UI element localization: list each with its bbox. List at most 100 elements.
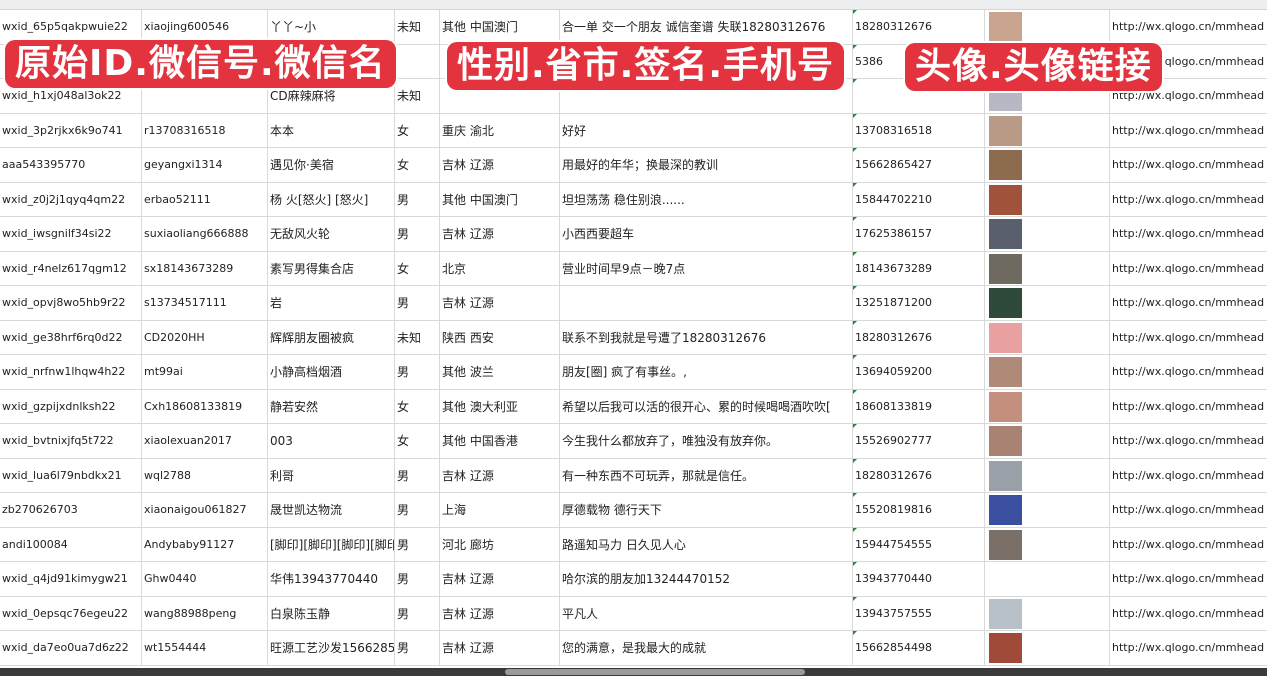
cell-region[interactable]: 其他 中国香港 bbox=[440, 424, 560, 458]
cell-region[interactable]: 吉林 辽源 bbox=[440, 286, 560, 320]
cell-phone[interactable]: 15520819816 bbox=[853, 493, 985, 527]
cell-avatar[interactable] bbox=[985, 596, 1110, 630]
cell-avatar[interactable] bbox=[985, 320, 1110, 354]
cell-phone[interactable]: 15662854498 bbox=[853, 631, 985, 665]
cell-avatar[interactable] bbox=[985, 527, 1110, 561]
cell-original-id[interactable]: wxid_3p2rjkx6k9o741 bbox=[0, 113, 142, 147]
cell-region[interactable]: 上海 bbox=[440, 493, 560, 527]
cell-gender[interactable]: 男 bbox=[395, 355, 440, 389]
cell-avatar[interactable] bbox=[985, 148, 1110, 182]
cell-avatar-url[interactable]: http://wx.qlogo.cn/mmhead bbox=[1112, 227, 1265, 240]
cell-gender[interactable]: 未知 bbox=[395, 10, 440, 44]
cell-wechat-name[interactable]: 杨 火[怒火] [怒火] bbox=[268, 182, 395, 216]
cell-wechat-id[interactable]: r13708316518 bbox=[142, 113, 268, 147]
cell-signature[interactable]: 希望以后我可以活的很开心、累的时候喝喝酒吹吹[ bbox=[560, 389, 853, 423]
cell-avatar[interactable] bbox=[985, 113, 1110, 147]
horizontal-scrollbar[interactable] bbox=[505, 669, 805, 675]
cell-wechat-id[interactable]: wang88988peng bbox=[142, 596, 268, 630]
cell-avatar[interactable] bbox=[985, 562, 1110, 596]
cell-phone[interactable]: 13708316518 bbox=[853, 113, 985, 147]
cell-gender[interactable]: 女 bbox=[395, 424, 440, 458]
cell-region[interactable]: 吉林 辽源 bbox=[440, 458, 560, 492]
cell-signature[interactable]: 路遥知马力 日久见人心 bbox=[560, 527, 853, 561]
cell-gender[interactable]: 男 bbox=[395, 527, 440, 561]
cell-region[interactable]: 吉林 辽源 bbox=[440, 631, 560, 665]
cell-wechat-name[interactable]: 白泉陈玉静 bbox=[268, 596, 395, 630]
cell-gender[interactable]: 男 bbox=[395, 596, 440, 630]
cell-original-id[interactable]: wxid_0epsqc76egeu22 bbox=[0, 596, 142, 630]
cell-region[interactable]: 吉林 辽源 bbox=[440, 562, 560, 596]
cell-wechat-name[interactable]: 晟世凯达物流 bbox=[268, 493, 395, 527]
cell-wechat-name[interactable]: 素写男得集合店 bbox=[268, 251, 395, 285]
cell-avatar-url[interactable]: http://wx.qlogo.cn/mmhead bbox=[1112, 330, 1265, 344]
cell-wechat-id[interactable]: xiaolexuan2017 bbox=[142, 424, 268, 458]
cell-original-id[interactable]: wxid_z0j2j1qyq4qm22 bbox=[0, 182, 142, 216]
cell-original-id[interactable]: andi100084 bbox=[0, 527, 142, 561]
cell-phone[interactable]: 18608133819 bbox=[853, 389, 985, 423]
cell-gender[interactable]: 男 bbox=[395, 182, 440, 216]
cell-original-id[interactable]: wxid_nrfnw1lhqw4h22 bbox=[0, 355, 142, 389]
cell-signature[interactable]: 好好 bbox=[560, 113, 853, 147]
cell-gender[interactable]: 男 bbox=[395, 286, 440, 320]
cell-avatar-url[interactable]: http://wx.qlogo.cn/mmhead bbox=[1112, 606, 1265, 620]
cell-signature[interactable]: 用最好的年华；换最深的教训 bbox=[560, 148, 853, 182]
cell-region[interactable]: 吉林 辽源 bbox=[440, 148, 560, 182]
cell-signature[interactable]: 今生我什么都放弃了，唯独没有放弃你。 bbox=[560, 424, 853, 458]
cell-gender[interactable]: 女 bbox=[395, 113, 440, 147]
cell-gender[interactable]: 男 bbox=[395, 458, 440, 492]
cell-signature[interactable]: 营业时间早9点－晚7点 bbox=[560, 251, 853, 285]
cell-region[interactable]: 陕西 西安 bbox=[440, 320, 560, 354]
cell-wechat-id[interactable]: wt1554444 bbox=[142, 631, 268, 665]
cell-signature[interactable]: 合一单 交一个朋友 诚信奎谱 失联18280312676 bbox=[560, 10, 853, 44]
cell-region[interactable]: 其他 波兰 bbox=[440, 355, 560, 389]
cell-wechat-name[interactable]: 丫丫~小 bbox=[268, 10, 395, 44]
cell-original-id[interactable]: wxid_65p5qakpwuie22 bbox=[0, 10, 142, 44]
cell-wechat-name[interactable]: 静若安然 bbox=[268, 389, 395, 423]
cell-wechat-id[interactable]: wql2788 bbox=[142, 458, 268, 492]
cell-avatar-url[interactable]: http://wx.qlogo.cn/mmhead bbox=[1112, 192, 1265, 206]
cell-signature[interactable]: 平凡人 bbox=[560, 596, 853, 630]
cell-original-id[interactable]: wxid_bvtnixjfq5t722 bbox=[0, 424, 142, 458]
cell-avatar-url[interactable]: http://wx.qlogo.cn/mmhead bbox=[1112, 641, 1265, 654]
cell-wechat-id[interactable]: Andybaby91127 bbox=[142, 527, 268, 561]
cell-signature[interactable]: 朋友[圈] 疯了有事丝。, bbox=[560, 355, 853, 389]
cell-gender[interactable]: 男 bbox=[395, 562, 440, 596]
cell-gender[interactable]: 男 bbox=[395, 217, 440, 251]
cell-signature[interactable] bbox=[560, 286, 853, 320]
cell-phone[interactable]: 18280312676 bbox=[853, 320, 985, 354]
cell-wechat-id[interactable]: Ghw0440 bbox=[142, 562, 268, 596]
cell-avatar[interactable] bbox=[985, 389, 1110, 423]
cell-original-id[interactable]: wxid_lua6l79nbdkx21 bbox=[0, 458, 142, 492]
cell-avatar-url[interactable]: http://wx.qlogo.cn/mmhead bbox=[1112, 468, 1265, 482]
cell-avatar[interactable] bbox=[985, 217, 1110, 251]
cell-wechat-name[interactable]: CD麻辣麻将 bbox=[268, 79, 395, 113]
cell-wechat-id[interactable]: xiaojing600546 bbox=[142, 10, 268, 44]
cell-wechat-id[interactable] bbox=[142, 79, 268, 113]
cell-region[interactable]: 吉林 辽源 bbox=[440, 596, 560, 630]
cell-region[interactable]: 吉林 辽源 bbox=[440, 217, 560, 251]
cell-region[interactable]: 北京 bbox=[440, 251, 560, 285]
cell-gender[interactable]: 女 bbox=[395, 389, 440, 423]
cell-original-id[interactable]: aaa543395770 bbox=[0, 148, 142, 182]
cell-wechat-id[interactable]: sx18143673289 bbox=[142, 251, 268, 285]
cell-avatar-url[interactable]: http://wx.qlogo.cn/mmhead bbox=[1112, 572, 1265, 585]
cell-gender[interactable]: 男 bbox=[395, 493, 440, 527]
cell-avatar[interactable] bbox=[985, 493, 1110, 527]
cell-wechat-name[interactable]: 岩 bbox=[268, 286, 395, 320]
cell-wechat-name[interactable]: 利哥 bbox=[268, 458, 395, 492]
cell-region[interactable]: 其他 澳大利亚 bbox=[440, 389, 560, 423]
cell-original-id[interactable]: wxid_q4jd91kimygw21 bbox=[0, 562, 142, 596]
cell-avatar[interactable] bbox=[985, 251, 1110, 285]
cell-original-id[interactable]: wxid_ge38hrf6rq0d22 bbox=[0, 320, 142, 354]
cell-wechat-id[interactable]: Cxh18608133819 bbox=[142, 389, 268, 423]
cell-signature[interactable]: 您的满意，是我最大的成就 bbox=[560, 631, 853, 665]
cell-signature[interactable]: 坦坦荡荡 稳住别浪...... bbox=[560, 182, 853, 216]
cell-signature[interactable]: 联系不到我就是号遭了18280312676 bbox=[560, 320, 853, 354]
cell-region[interactable]: 其他 中国澳门 bbox=[440, 10, 560, 44]
cell-signature[interactable] bbox=[560, 44, 853, 78]
cell-wechat-name[interactable]: 华伟13943770440 bbox=[268, 562, 395, 596]
cell-wechat-name[interactable]: 无敌风火轮 bbox=[268, 217, 395, 251]
cell-phone[interactable]: 13943757555 bbox=[853, 596, 985, 630]
cell-phone[interactable]: 15526902777 bbox=[853, 424, 985, 458]
cell-phone[interactable]: 18280312676 bbox=[853, 458, 985, 492]
